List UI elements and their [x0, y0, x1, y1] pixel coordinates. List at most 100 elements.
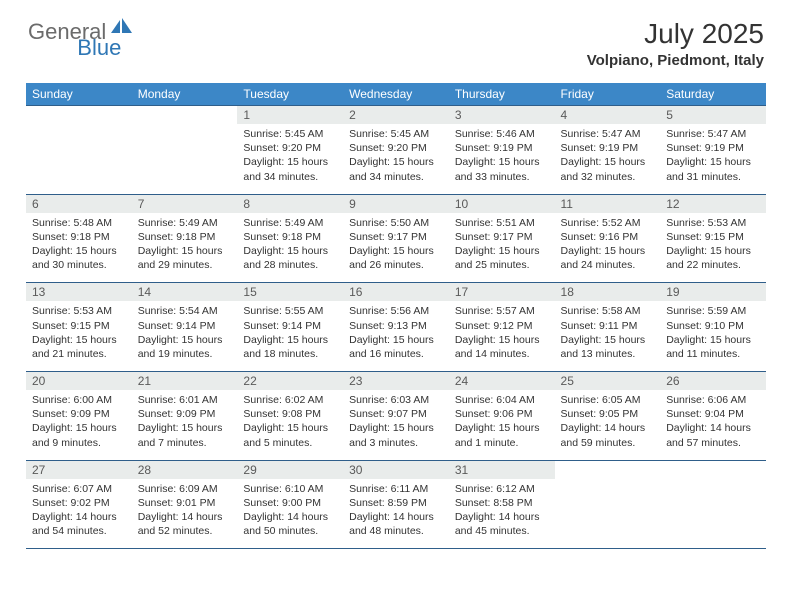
- daylight-label: Daylight:: [243, 422, 284, 434]
- sunset-label: Sunset:: [455, 142, 491, 154]
- sunset-label: Sunset:: [243, 320, 279, 332]
- sunrise-value: 6:12 AM: [496, 483, 535, 495]
- sunset-value: 9:01 PM: [176, 497, 215, 509]
- sunrise-label: Sunrise:: [455, 305, 494, 317]
- daylight-label: Daylight:: [243, 334, 284, 346]
- sunset-label: Sunset:: [455, 231, 491, 243]
- sunrise-value: 5:53 AM: [708, 217, 747, 229]
- sunset-label: Sunset:: [138, 320, 174, 332]
- sunset-value: 9:08 PM: [282, 408, 321, 420]
- day-cell: 6Sunrise: 5:48 AMSunset: 9:18 PMDaylight…: [26, 194, 132, 283]
- day-cell: 14Sunrise: 5:54 AMSunset: 9:14 PMDayligh…: [132, 283, 238, 372]
- sunset-value: 9:19 PM: [599, 142, 638, 154]
- day-cell: 7Sunrise: 5:49 AMSunset: 9:18 PMDaylight…: [132, 194, 238, 283]
- daylight-label: Daylight:: [349, 511, 390, 523]
- sunset-value: 9:09 PM: [176, 408, 215, 420]
- dow-tuesday: Tuesday: [237, 83, 343, 106]
- sunrise-label: Sunrise:: [349, 128, 388, 140]
- sunset-label: Sunset:: [32, 320, 68, 332]
- day-cell: 8Sunrise: 5:49 AMSunset: 9:18 PMDaylight…: [237, 194, 343, 283]
- daylight-label: Daylight:: [243, 156, 284, 168]
- sunset-label: Sunset:: [243, 408, 279, 420]
- day-data: Sunrise: 5:52 AMSunset: 9:16 PMDaylight:…: [555, 213, 661, 283]
- sunrise-value: 5:54 AM: [179, 305, 218, 317]
- day-number: 10: [449, 195, 555, 213]
- sunrise-label: Sunrise:: [666, 217, 705, 229]
- day-cell: 27Sunrise: 6:07 AMSunset: 9:02 PMDayligh…: [26, 460, 132, 549]
- sunset-value: 9:07 PM: [388, 408, 427, 420]
- sunrise-label: Sunrise:: [243, 305, 282, 317]
- sunrise-value: 5:49 AM: [179, 217, 218, 229]
- daylight-label: Daylight:: [666, 245, 707, 257]
- day-number: 19: [660, 283, 766, 301]
- sunrise-label: Sunrise:: [455, 128, 494, 140]
- day-number: 24: [449, 372, 555, 390]
- sunset-value: 9:18 PM: [176, 231, 215, 243]
- day-data: Sunrise: 5:53 AMSunset: 9:15 PMDaylight:…: [26, 301, 132, 371]
- dow-row: Sunday Monday Tuesday Wednesday Thursday…: [26, 83, 766, 106]
- sunrise-value: 5:52 AM: [602, 217, 641, 229]
- day-data: Sunrise: 6:05 AMSunset: 9:05 PMDaylight:…: [555, 390, 661, 460]
- sunset-label: Sunset:: [349, 408, 385, 420]
- day-number: 16: [343, 283, 449, 301]
- day-data: Sunrise: 6:00 AMSunset: 9:09 PMDaylight:…: [26, 390, 132, 460]
- day-data: Sunrise: 6:02 AMSunset: 9:08 PMDaylight:…: [237, 390, 343, 460]
- sunset-label: Sunset:: [349, 497, 385, 509]
- dow-thursday: Thursday: [449, 83, 555, 106]
- sunrise-value: 6:07 AM: [73, 483, 112, 495]
- sunset-label: Sunset:: [138, 497, 174, 509]
- sunset-value: 9:18 PM: [71, 231, 110, 243]
- day-number: 4: [555, 106, 661, 124]
- sunset-label: Sunset:: [138, 408, 174, 420]
- daylight-label: Daylight:: [561, 156, 602, 168]
- day-number: 28: [132, 461, 238, 479]
- sunset-label: Sunset:: [243, 231, 279, 243]
- dow-friday: Friday: [555, 83, 661, 106]
- sunset-value: 9:15 PM: [705, 231, 744, 243]
- header: General Blue July 2025 Volpiano, Piedmon…: [0, 0, 792, 75]
- day-number: 8: [237, 195, 343, 213]
- sunrise-label: Sunrise:: [349, 217, 388, 229]
- day-cell: 26Sunrise: 6:06 AMSunset: 9:04 PMDayligh…: [660, 372, 766, 461]
- sunrise-label: Sunrise:: [138, 483, 177, 495]
- sunrise-value: 5:58 AM: [602, 305, 641, 317]
- day-data: Sunrise: 5:47 AMSunset: 9:19 PMDaylight:…: [555, 124, 661, 194]
- daylight-label: Daylight:: [455, 334, 496, 346]
- sunset-value: 9:00 PM: [282, 497, 321, 509]
- sunrise-label: Sunrise:: [243, 217, 282, 229]
- day-data: Sunrise: 6:04 AMSunset: 9:06 PMDaylight:…: [449, 390, 555, 460]
- sunset-label: Sunset:: [455, 497, 491, 509]
- sunrise-value: 6:03 AM: [391, 394, 430, 406]
- sunset-label: Sunset:: [349, 142, 385, 154]
- day-data: Sunrise: 6:11 AMSunset: 8:59 PMDaylight:…: [343, 479, 449, 549]
- sunrise-value: 5:49 AM: [285, 217, 324, 229]
- day-data: Sunrise: 5:47 AMSunset: 9:19 PMDaylight:…: [660, 124, 766, 194]
- sunset-value: 9:19 PM: [493, 142, 532, 154]
- daylight-label: Daylight:: [32, 245, 73, 257]
- day-cell: 16Sunrise: 5:56 AMSunset: 9:13 PMDayligh…: [343, 283, 449, 372]
- day-number: 22: [237, 372, 343, 390]
- day-data: Sunrise: 5:56 AMSunset: 9:13 PMDaylight:…: [343, 301, 449, 371]
- daylight-label: Daylight:: [666, 334, 707, 346]
- sunrise-label: Sunrise:: [561, 217, 600, 229]
- day-data: Sunrise: 5:59 AMSunset: 9:10 PMDaylight:…: [660, 301, 766, 371]
- sunrise-value: 6:06 AM: [708, 394, 747, 406]
- day-cell: 31Sunrise: 6:12 AMSunset: 8:58 PMDayligh…: [449, 460, 555, 549]
- day-cell: 9Sunrise: 5:50 AMSunset: 9:17 PMDaylight…: [343, 194, 449, 283]
- sunrise-label: Sunrise:: [32, 483, 71, 495]
- dow-sunday: Sunday: [26, 83, 132, 106]
- daylight-label: Daylight:: [455, 511, 496, 523]
- sunrise-value: 6:05 AM: [602, 394, 641, 406]
- daylight-label: Daylight:: [243, 245, 284, 257]
- sunrise-label: Sunrise:: [561, 128, 600, 140]
- sunset-value: 9:16 PM: [599, 231, 638, 243]
- day-number: 5: [660, 106, 766, 124]
- sunrise-label: Sunrise:: [138, 394, 177, 406]
- day-data: Sunrise: 5:49 AMSunset: 9:18 PMDaylight:…: [237, 213, 343, 283]
- day-data: Sunrise: 6:01 AMSunset: 9:09 PMDaylight:…: [132, 390, 238, 460]
- month-title: July 2025: [587, 18, 764, 50]
- day-number: 9: [343, 195, 449, 213]
- sunset-label: Sunset:: [561, 142, 597, 154]
- sunrise-label: Sunrise:: [243, 394, 282, 406]
- sunrise-label: Sunrise:: [455, 394, 494, 406]
